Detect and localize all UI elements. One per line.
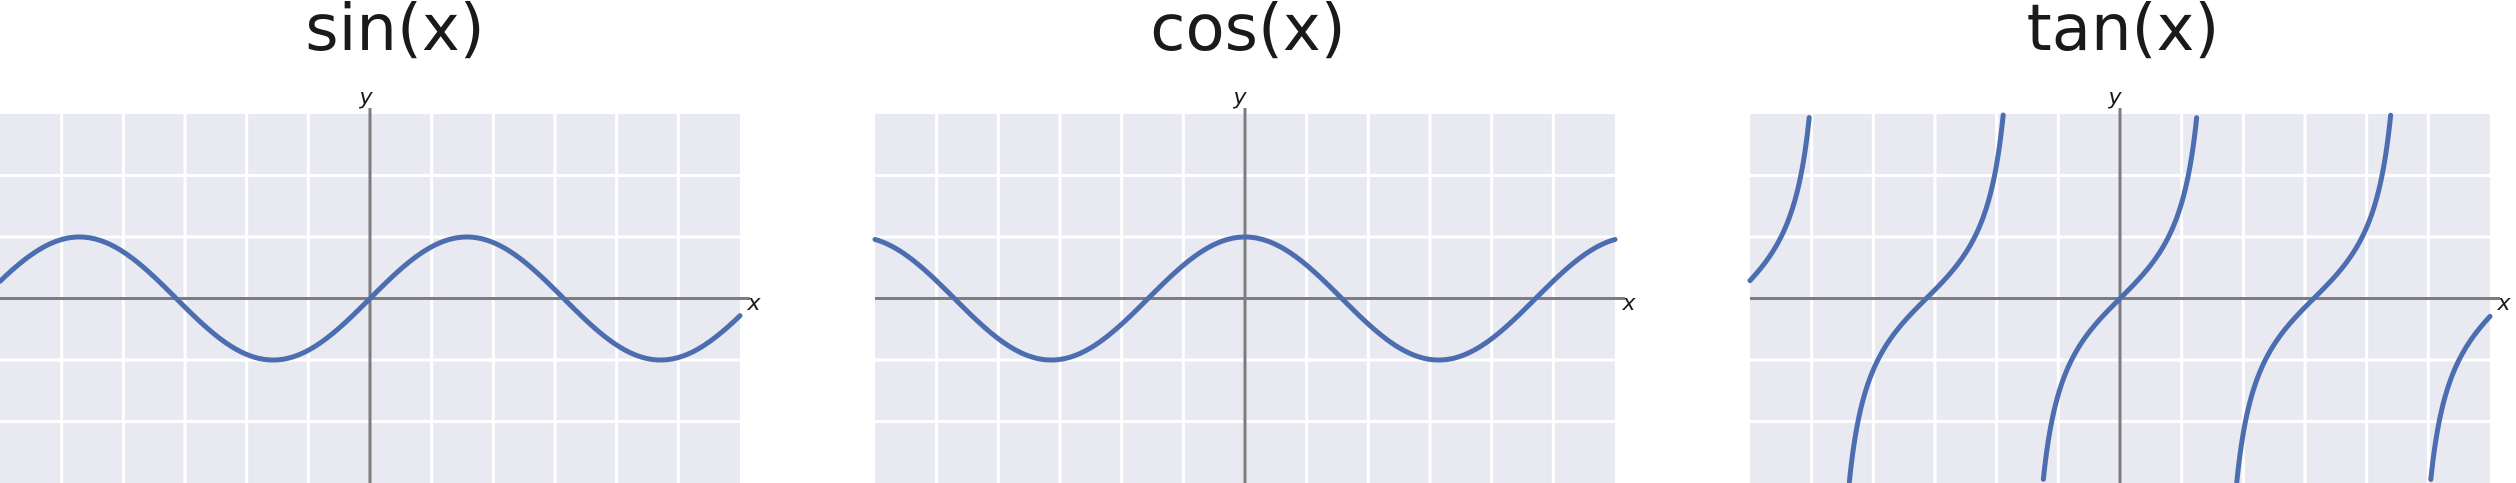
- sin-curve: [0, 234, 743, 363]
- tan-curve-branch-4: [2428, 313, 2493, 482]
- sin-curve-branch-0: [0, 234, 743, 363]
- cos-y-axis-label: y: [1232, 85, 1247, 110]
- tan-curve-branch-3: [2234, 112, 2394, 483]
- sin-y-axis-label: y: [358, 85, 373, 110]
- tan-curve: [1747, 112, 2493, 483]
- sin-title: sin(x): [305, 0, 485, 66]
- cos-curve-branch-0: [872, 234, 1618, 363]
- tan-y-axis-label: y: [2107, 85, 2122, 110]
- cos-panel: cos(x) x y: [872, 0, 1636, 483]
- tan-curve-branch-1: [1846, 112, 2006, 483]
- cos-title: cos(x): [1150, 0, 1346, 66]
- cos-curve: [872, 234, 1618, 363]
- cos-x-axis-label: x: [1621, 291, 1636, 316]
- tan-curve-branch-2: [2040, 115, 2200, 482]
- tan-curve-branch-0: [1747, 115, 1812, 284]
- sin-panel: sin(x) x y: [0, 0, 761, 483]
- tan-panel: tan(x) x y: [1747, 0, 2511, 483]
- tan-x-axis-label: x: [2496, 291, 2511, 316]
- sin-x-axis-label: x: [746, 291, 761, 316]
- tan-title: tan(x): [2027, 0, 2220, 66]
- cos-axes: [875, 108, 1625, 483]
